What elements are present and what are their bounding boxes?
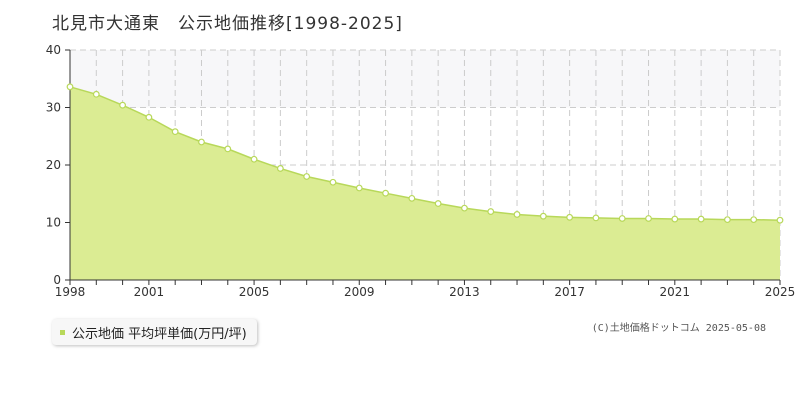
x-tick-label: 2001 [134,285,165,299]
data-point-marker [750,216,758,224]
data-point-marker [329,178,337,186]
y-tick-label: 40 [46,43,61,57]
data-point-marker [434,200,442,207]
data-point-marker [382,189,389,197]
x-tick-label: 2017 [554,285,585,299]
legend-label: 公示地価 平均坪単価(万円/坪) [72,326,247,342]
y-tick-label: 10 [46,216,61,230]
x-tick-label: 2021 [660,285,691,299]
data-point-marker [224,145,232,153]
chart-legend: 公示地価 平均坪単価(万円/坪) [52,319,257,345]
data-point-marker [119,101,126,109]
data-point-marker [250,155,258,163]
data-point-marker [171,128,179,136]
data-point-marker [645,215,652,222]
copyright-text: (C)土地価格ドットコム 2025-05-08 [591,323,766,334]
data-point-marker [671,215,679,223]
data-point-marker [566,213,574,221]
y-tick-label: 30 [46,101,61,115]
data-point-marker [618,215,626,222]
series-area [70,86,780,280]
shaded-band [70,50,780,108]
data-point-marker [461,204,468,212]
data-point-marker [355,184,363,192]
data-point-marker [303,173,311,180]
data-point-marker [724,216,731,224]
data-point-marker [408,194,416,202]
data-point-marker [592,214,600,222]
data-point-marker [513,211,521,218]
series-line [69,86,781,221]
data-point-marker [145,113,153,121]
data-point-marker [66,83,74,91]
data-point-marker [198,138,205,146]
chart-title: 北見市大通東 公示地価推移[1998-2025] [52,14,403,34]
data-point-marker [776,216,784,224]
data-point-marker [539,212,547,220]
x-tick-label: 1998 [55,285,86,299]
x-tick-label: 2005 [239,285,270,299]
y-tick-label: 0 [53,273,61,287]
data-point-marker [487,208,495,215]
data-point-marker [697,215,705,223]
x-tick-label: 2009 [344,285,375,299]
x-tick-label: 2025 [765,285,796,299]
legend-swatch-square [60,329,65,335]
x-tick-label: 2013 [449,285,480,299]
data-point-marker [92,90,100,98]
data-point-marker [276,165,284,172]
y-tick-label: 20 [46,158,61,172]
